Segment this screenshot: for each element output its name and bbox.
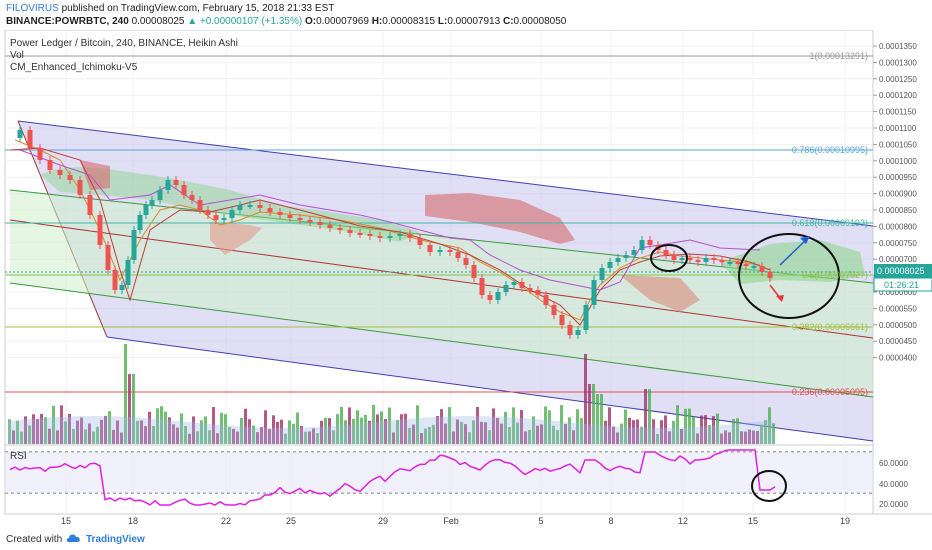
low-label: L: <box>437 16 448 27</box>
price-tick-label: 0.0000950 <box>879 173 917 182</box>
tradingview-brand-link[interactable]: TradingView <box>86 534 145 545</box>
current-price-label: 0.00008025 <box>877 266 925 276</box>
price-tick-label: 0.0001200 <box>879 91 917 100</box>
high-label: H: <box>371 16 383 27</box>
time-tick-label: 15 <box>748 516 758 526</box>
time-tick-label: 18 <box>128 516 138 526</box>
price-tick-label: 0.0000850 <box>879 206 917 215</box>
fib-level-label: 0.5(0.00007927) <box>802 270 868 280</box>
created-with-text: Created with <box>6 534 63 545</box>
fib-level-label: 1(0.00013291) <box>809 51 868 61</box>
rsi-band-fill <box>5 452 873 493</box>
chart-title: Power Ledger / Bitcoin, 240, BINANCE, He… <box>10 38 238 49</box>
chart-canvas[interactable]: 0.0001350 0.0001300 0.0001250 0.0001200 0.00… <box>0 30 932 528</box>
time-axis[interactable]: 15 18 22 25 29 Feb 5 8 12 15 19 <box>61 516 850 526</box>
inner-channel-lower <box>9 282 874 398</box>
channel-median-line <box>9 219 874 339</box>
time-tick-label: 22 <box>221 516 231 526</box>
annotation-large-circle[interactable] <box>738 233 840 319</box>
annotation-up-arrow[interactable] <box>779 237 809 266</box>
footer: Created with TradingView <box>0 528 932 550</box>
annotation-small-circle[interactable] <box>650 244 688 272</box>
low-value: 0.00007913 <box>447 16 501 27</box>
heikin-ashi-candles <box>17 126 773 339</box>
kumo-red-1 <box>210 222 262 255</box>
price-tick-label: 0.0000400 <box>879 354 917 363</box>
time-tick-label: 29 <box>378 516 388 526</box>
price-tick-label: 0.0000800 <box>879 222 917 231</box>
time-tick-label: Feb <box>443 516 459 526</box>
time-tick-label: 8 <box>608 516 613 526</box>
symbol-line: BINANCE:POWRBTC, 240 0.00008025 ▲ +0.000… <box>6 16 566 27</box>
time-tick-label: 12 <box>678 516 688 526</box>
open-label: O: <box>304 16 317 27</box>
fib-level-label: 0.786(0.00010995) <box>792 145 868 155</box>
price-tick-label: 0.0001300 <box>879 58 917 67</box>
price-tick-label: 0.0000900 <box>879 190 917 199</box>
chart-header: FILOVIRUS published on TradingView.com, … <box>0 0 932 30</box>
price-tick-label: 0.0000700 <box>879 255 917 264</box>
vol-label: Vol <box>10 50 24 61</box>
time-tick-label: 19 <box>840 516 850 526</box>
chikou-line <box>19 149 761 291</box>
kumo-red-0 <box>80 160 110 190</box>
annotation-rsi-circle[interactable] <box>751 470 787 502</box>
kumo-red-3 <box>620 275 700 312</box>
last-price: 0.00008025 <box>131 16 185 27</box>
publish-line: FILOVIRUS published on TradingView.com, … <box>6 3 334 14</box>
author-link[interactable]: FILOVIRUS <box>6 3 59 14</box>
published-text: published on TradingView.com, February 1… <box>61 3 335 14</box>
tradingview-cloud-icon <box>66 534 80 542</box>
kumo-red-2 <box>425 193 575 244</box>
channel-lower-line <box>106 336 874 442</box>
price-tick-label: 0.0000450 <box>879 337 917 346</box>
channel-upper-line <box>17 120 874 227</box>
fib-level-label: 0.618(0.00009193) <box>792 218 868 228</box>
countdown-label: 01:26:21 <box>884 280 919 290</box>
rsi-tick-label: 40.0000 <box>879 480 908 489</box>
annotation-up-arrowhead <box>800 236 810 244</box>
time-tick-label: 25 <box>286 516 296 526</box>
price-tick-label: 0.0001000 <box>879 157 917 166</box>
fib-labels: 1(0.00013291) 0.786(0.00010995) 0.618(0.00… <box>792 51 868 397</box>
price-tick-label: 0.0001100 <box>879 124 917 133</box>
close-label: C: <box>502 16 514 27</box>
time-tick-label: 5 <box>538 516 543 526</box>
countdown-tag <box>873 277 932 292</box>
price-tick-label: 0.0001150 <box>879 108 917 117</box>
time-tick-label: 15 <box>61 516 71 526</box>
volume-bars <box>8 344 775 444</box>
price-tick-label: 0.0000600 <box>879 288 917 297</box>
annotation-down-arrowhead <box>776 295 784 302</box>
fib-level-label: 0.236(0.00005095) <box>792 387 868 397</box>
symbol: BINANCE:POWRBTC, 240 <box>6 16 129 27</box>
open-value: 0.00007969 <box>316 16 369 27</box>
rsi-tick-label: 60.0000 <box>879 459 908 468</box>
price-tick-label: 0.0000750 <box>879 239 917 248</box>
price-tick-label: 0.0001250 <box>879 75 917 84</box>
rsi-axis[interactable]: 60.0000 40.0000 20.0000 <box>879 459 908 509</box>
fib-level-label: 0.382(0.00006661) <box>792 322 868 332</box>
price-tick-label: 0.0000500 <box>879 321 917 330</box>
volume-ma-area <box>8 416 775 444</box>
price-tick-label: 0.0001050 <box>879 140 917 149</box>
price-axis[interactable]: 0.0001350 0.0001300 0.0001250 0.0001200 0.00… <box>873 42 917 363</box>
rsi-line <box>9 449 776 506</box>
high-value: 0.00008315 <box>382 16 436 27</box>
price-tick-label: 0.0001350 <box>879 42 917 51</box>
rsi-tick-label: 20.0000 <box>879 500 908 509</box>
current-price-tag <box>874 264 932 278</box>
rsi-label: RSI <box>10 451 27 462</box>
indicator-label: CM_Enhanced_Ichimoku-V5 <box>10 62 138 73</box>
price-tick-label: 0.0000550 <box>879 304 917 313</box>
price-change: ▲ +0.00000107 (+1.35%) <box>187 16 303 27</box>
close-value: 0.00008050 <box>513 16 567 27</box>
